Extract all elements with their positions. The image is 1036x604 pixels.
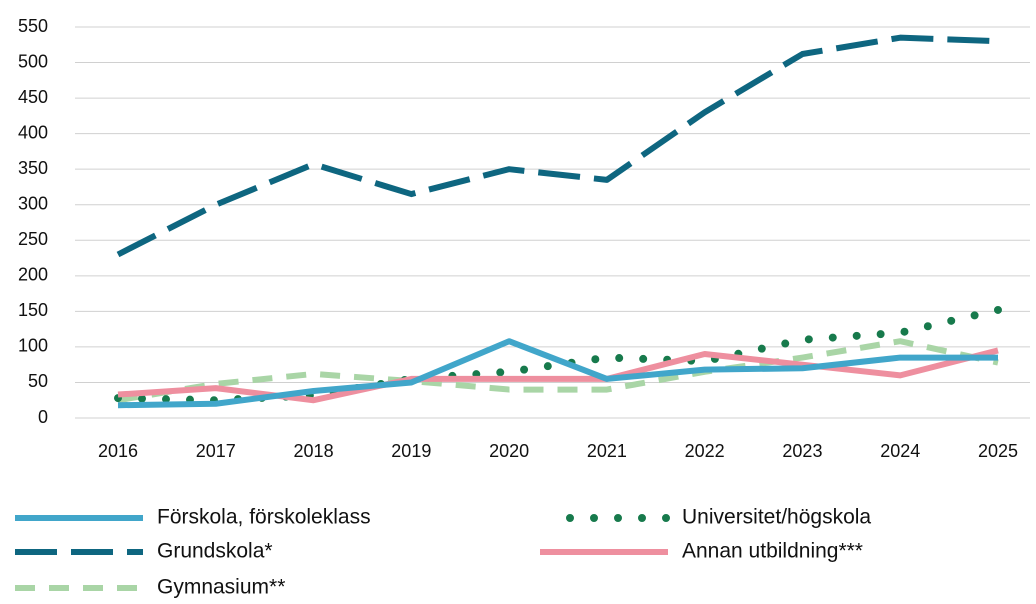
y-tick-label: 500 <box>18 51 48 71</box>
y-tick-label: 450 <box>18 87 48 107</box>
x-tick-label: 2017 <box>196 441 236 461</box>
legend-label: Annan utbildning*** <box>682 540 863 563</box>
x-tick-label: 2021 <box>587 441 627 461</box>
x-tick-label: 2023 <box>782 441 822 461</box>
series-line <box>117 338 999 404</box>
x-tick-label: 2016 <box>98 441 138 461</box>
legend-label: Gymnasium** <box>157 576 285 599</box>
x-tick-label: 2024 <box>880 441 920 461</box>
legend-label: Förskola, förskoleklass <box>157 506 371 529</box>
y-tick-label: 250 <box>18 229 48 249</box>
y-tick-label: 150 <box>18 300 48 320</box>
y-tick-label: 100 <box>18 336 48 356</box>
y-tick-label: 550 <box>18 16 48 36</box>
series-line <box>117 347 999 404</box>
legend-label: Grundskola* <box>157 540 273 563</box>
y-tick-label: 200 <box>18 265 48 285</box>
x-tick-label: 2020 <box>489 441 529 461</box>
series-line <box>117 338 998 409</box>
x-tick-label: 2025 <box>978 441 1018 461</box>
y-tick-label: 350 <box>18 158 48 178</box>
y-tick-label: 400 <box>18 122 48 142</box>
x-tick-label: 2022 <box>685 441 725 461</box>
x-tick-label: 2018 <box>294 441 334 461</box>
y-tick-label: 300 <box>18 193 48 213</box>
x-tick-label: 2019 <box>391 441 431 461</box>
y-tick-label: 0 <box>38 407 48 427</box>
series-line <box>116 34 999 258</box>
legend-label: Universitet/högskola <box>682 506 871 529</box>
y-tick-label: 50 <box>28 371 48 391</box>
